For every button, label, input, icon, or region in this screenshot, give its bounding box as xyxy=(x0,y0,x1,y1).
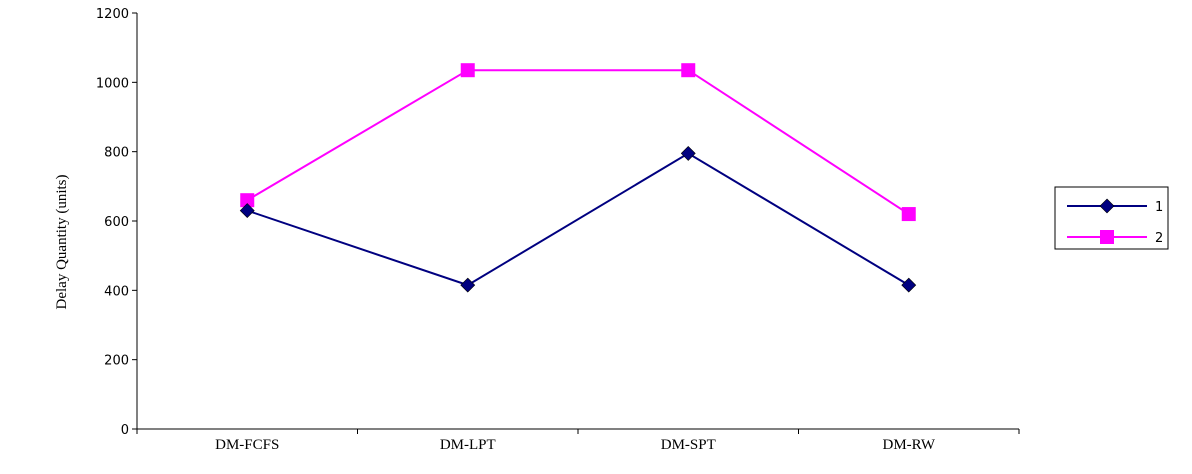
series-layer xyxy=(239,63,917,293)
x-tick-label: DM-SPT xyxy=(661,437,716,453)
series-2-point xyxy=(460,63,475,78)
x-tick-label: DM-RW xyxy=(883,437,936,453)
series-2-point xyxy=(901,207,916,222)
legend: 12 xyxy=(1054,186,1169,250)
y-tick-label: 0 xyxy=(121,423,129,438)
y-tick-label: 800 xyxy=(104,146,129,161)
plot-area: 0 200 400 600 800 1000 1200 DM-FCFS DM-LPT DM-SP… xyxy=(96,7,1020,453)
legend-item-2: 2 xyxy=(1067,230,1163,246)
y-tick-label: 200 xyxy=(104,354,129,369)
y-tick-label: 600 xyxy=(104,215,129,230)
y-tick-label: 1000 xyxy=(96,76,129,91)
series-2-line xyxy=(246,69,910,215)
legend-label: 1 xyxy=(1155,200,1163,215)
legend-item-1: 1 xyxy=(1067,198,1163,215)
series-2 xyxy=(240,63,916,222)
legend-marker xyxy=(1099,198,1115,214)
legend-label: 2 xyxy=(1155,231,1163,246)
x-tick-label: DM-FCFS xyxy=(215,437,279,453)
series-2-point xyxy=(240,193,255,208)
series-1-point xyxy=(901,277,917,293)
series-2-point xyxy=(681,63,696,78)
series-1-point xyxy=(680,145,696,161)
series-1-line xyxy=(246,152,910,287)
legend-marker xyxy=(1100,230,1114,244)
x-axis-ticks: DM-FCFS DM-LPT DM-SPT DM-RW xyxy=(136,429,1020,453)
x-tick-label: DM-LPT xyxy=(440,437,496,453)
series-1-point xyxy=(239,203,255,219)
legend-items: 12 xyxy=(1067,198,1163,246)
series-1-point xyxy=(460,277,476,293)
y-axis-ticks: 0 200 400 600 800 1000 1200 xyxy=(96,7,137,438)
series-1 xyxy=(239,145,917,293)
y-tick-label: 400 xyxy=(104,284,129,299)
y-tick-label: 1200 xyxy=(96,7,129,22)
y-axis-title: Delay Quantity (units) xyxy=(54,175,70,310)
